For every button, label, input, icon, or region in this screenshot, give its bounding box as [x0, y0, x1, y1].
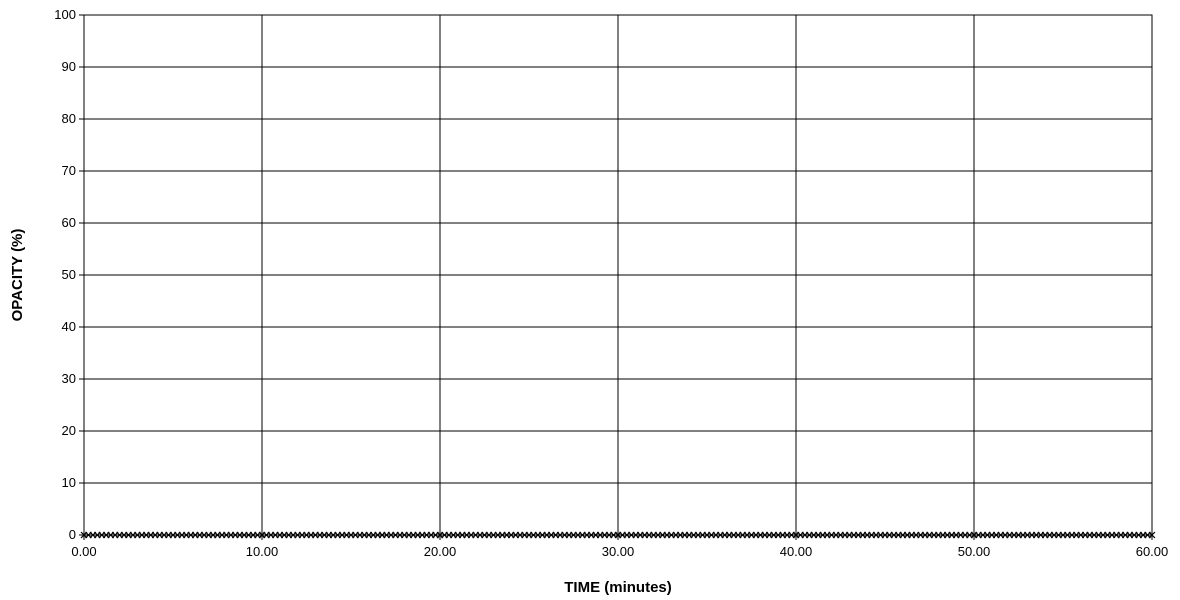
- x-tick-label: 60.00: [1136, 544, 1169, 559]
- data-series: [80, 531, 1156, 539]
- y-tick-label: 0: [69, 527, 76, 542]
- y-tick-label: 60: [62, 215, 76, 230]
- y-tick-label: 90: [62, 59, 76, 74]
- x-tick-label: 10.00: [246, 544, 279, 559]
- x-tick-label: 50.00: [958, 544, 991, 559]
- y-tick-label: 20: [62, 423, 76, 438]
- y-tick-label: 30: [62, 371, 76, 386]
- y-tick-label: 70: [62, 163, 76, 178]
- y-tick-label: 40: [62, 319, 76, 334]
- data-point-marker: [1148, 531, 1156, 539]
- x-tick-label: 40.00: [780, 544, 813, 559]
- y-tick-label: 100: [54, 7, 76, 22]
- x-axis-ticks: 0.00 10.00 20.00 30.00 40.00 50.00 60.00: [71, 535, 1168, 559]
- x-tick-label: 30.00: [602, 544, 635, 559]
- y-axis-title: OPACITY (%): [9, 229, 26, 322]
- y-tick-label: 10: [62, 475, 76, 490]
- x-axis-title: TIME (minutes): [564, 579, 672, 596]
- x-tick-label: 0.00: [71, 544, 96, 559]
- y-tick-label: 80: [62, 111, 76, 126]
- grid-lines: [83, 14, 1153, 536]
- y-tick-label: 50: [62, 267, 76, 282]
- y-axis-ticks: 0 10 20 30 40 50 60 70 80 90 100: [54, 7, 84, 542]
- x-tick-label: 20.00: [424, 544, 457, 559]
